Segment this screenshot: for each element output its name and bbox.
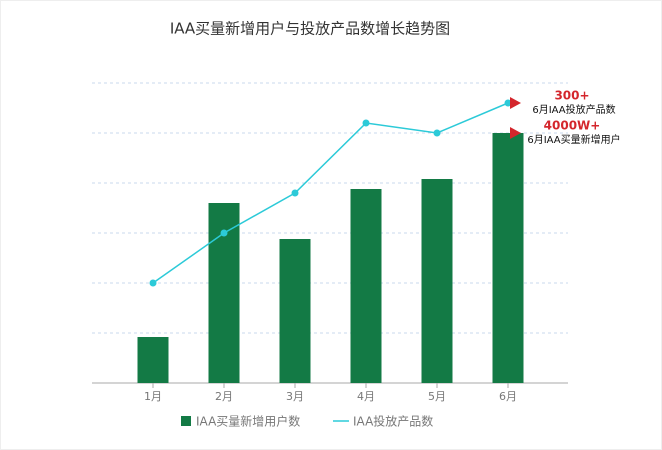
line-point xyxy=(433,129,441,137)
chart-title: IAA买量新增用户与投放产品数增长趋势图 xyxy=(170,20,450,38)
line-point xyxy=(291,189,299,197)
x-tick-label: 3月 xyxy=(286,390,304,403)
legend-swatch xyxy=(181,416,191,426)
x-tick-label: 5月 xyxy=(428,390,446,403)
annotation-value: 300+ xyxy=(554,89,589,103)
bar xyxy=(137,337,169,383)
line xyxy=(152,102,509,284)
line-point xyxy=(504,99,512,107)
annotation-label: 6月IAA买量新增用户 xyxy=(527,133,620,146)
annotation-value: 4000W+ xyxy=(544,119,601,133)
x-tick-label: 6月 xyxy=(499,390,517,403)
annotation-arrow xyxy=(510,127,521,139)
legend-label: IAA买量新增用户数 xyxy=(196,414,300,429)
bar xyxy=(279,239,311,383)
x-tick-label: 4月 xyxy=(357,390,375,403)
bar xyxy=(350,189,382,383)
legend-label: IAA投放产品数 xyxy=(353,414,433,429)
bar xyxy=(492,133,524,383)
annotation-arrow xyxy=(510,97,521,109)
x-tick-label: 1月 xyxy=(144,390,162,403)
line-point xyxy=(362,119,370,127)
bar xyxy=(421,179,453,383)
x-tick-label: 2月 xyxy=(215,390,233,403)
annotation-label: 6月IAA投放产品数 xyxy=(532,103,615,116)
line-point xyxy=(149,279,157,287)
line-point xyxy=(220,229,228,237)
